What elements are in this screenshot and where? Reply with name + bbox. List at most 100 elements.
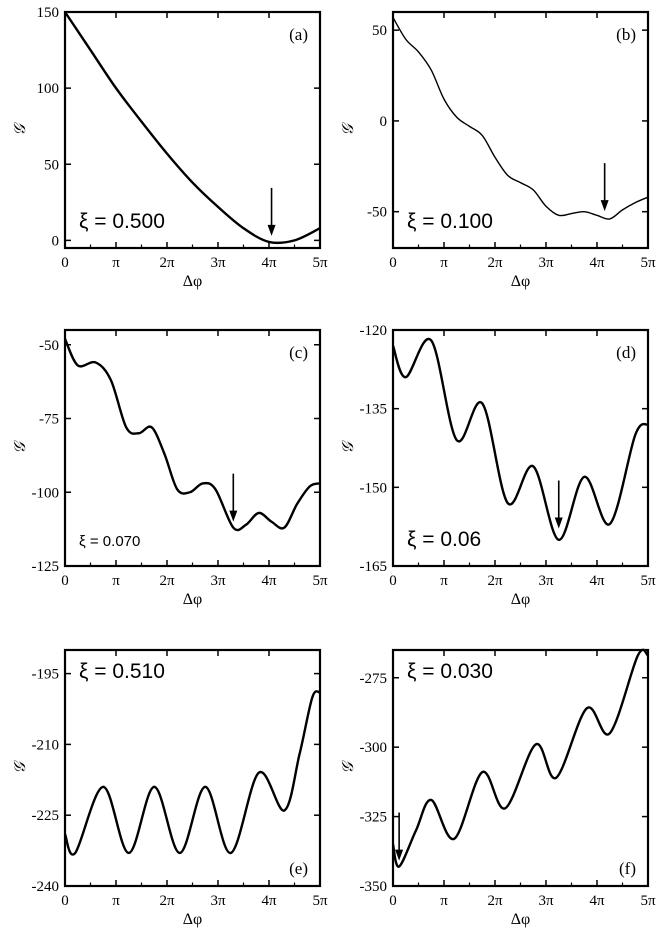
panel-c: 0 π 2π 3π 4π 5π -125 -100 -75 -50 Δφ 𝒢 (c) ξ = 0.070 [12, 328, 328, 608]
plot-frame [63, 648, 322, 888]
series-line [63, 338, 321, 532]
x-tick-label: 3π [210, 893, 226, 909]
y-tick-label: 150 [37, 5, 60, 21]
x-tick-label: 3π [210, 255, 226, 271]
x-tick-label: 0 [61, 255, 69, 271]
y-tick-label: -325 [360, 810, 388, 826]
y-axis-title: 𝒢 [340, 760, 357, 774]
y-axis-title: 𝒢 [340, 440, 357, 454]
y-axis-title: 𝒢 [340, 122, 357, 136]
y-tick-label: -300 [360, 740, 388, 756]
x-tick-label: 4π [261, 573, 277, 589]
panel-label: (f) [619, 859, 636, 878]
panel-label: (b) [616, 25, 636, 44]
xi-value-label: ξ = 0.510 [79, 660, 165, 683]
y-tick-label: -195 [32, 667, 60, 683]
series-line [392, 17, 649, 220]
x-tick-label: 2π [487, 573, 503, 589]
y-tick-label: -50 [39, 338, 59, 354]
y-axis-title: 𝒢 [12, 122, 29, 136]
x-tick-label: 4π [589, 573, 605, 589]
y-tick-label: -275 [360, 671, 388, 687]
x-tick-label: 5π [640, 573, 656, 589]
xi-value-label: ξ = 0.100 [407, 210, 493, 233]
x-tick-label: 0 [389, 573, 397, 589]
panel-label: (d) [616, 343, 636, 362]
x-tick-label: 4π [261, 255, 277, 271]
x-tick-label: 2π [159, 893, 175, 909]
x-tick-label: 5π [640, 893, 656, 909]
panel-label: (a) [289, 25, 308, 44]
y-tick-label: -75 [39, 412, 59, 428]
x-tick-label: 4π [589, 255, 605, 271]
x-axis-title: Δφ [511, 591, 531, 608]
x-tick-label: 0 [61, 573, 69, 589]
x-tick-label: π [112, 255, 120, 271]
x-tick-label: 2π [159, 573, 175, 589]
panel-d: 0 π 2π 3π 4π 5π -165 -150 -135 -120 Δφ 𝒢 (d) ξ = 0.06 [340, 323, 656, 608]
y-tick-label: -50 [367, 205, 387, 221]
x-tick-label: π [440, 573, 448, 589]
panel-a: 0 π 2π 3π 4π 5π 0 50 100 150 Δφ 𝒢 (a) ξ = 0.500 [12, 5, 328, 290]
minimum-arrow-head [267, 224, 276, 236]
y-tick-label: -210 [32, 737, 60, 753]
panel-label: (e) [289, 859, 308, 878]
x-axis-title: Δφ [511, 911, 531, 928]
x-tick-label: 3π [210, 573, 226, 589]
y-tick-label: -350 [360, 879, 388, 895]
x-tick-label: π [440, 893, 448, 909]
series-line [391, 648, 650, 868]
y-tick-label: -150 [360, 480, 388, 496]
xi-value-label: ξ = 0.070 [79, 533, 140, 550]
x-tick-label: 0 [389, 255, 397, 271]
panel-label: (c) [289, 343, 308, 362]
x-tick-label: 0 [61, 893, 69, 909]
x-axis-title: Δφ [183, 591, 203, 608]
y-tick-label: -125 [32, 559, 60, 575]
y-tick-label: -240 [32, 879, 60, 895]
y-tick-label: -120 [360, 323, 388, 339]
x-tick-label: 4π [261, 893, 277, 909]
plot-frame [63, 328, 322, 568]
series-line [64, 11, 321, 245]
y-tick-label: 0 [52, 233, 60, 249]
minimum-arrow-head [554, 517, 563, 529]
minimum-arrow-head [395, 849, 404, 861]
x-tick-label: 2π [487, 255, 503, 271]
y-tick-label: 100 [37, 81, 60, 97]
x-tick-label: 2π [159, 255, 175, 271]
y-axis-title: 𝒢 [12, 760, 29, 774]
y-tick-label: 50 [372, 23, 387, 39]
x-axis-title: Δφ [183, 273, 203, 290]
y-tick-label: -100 [32, 485, 60, 501]
x-tick-label: 2π [487, 893, 503, 909]
panel-f: 0 π 2π 3π 4π 5π -350 -325 -300 -275 Δφ 𝒢 (f) ξ = 0.03… [340, 648, 656, 928]
y-tick-label: 0 [380, 114, 388, 130]
x-tick-label: 5π [640, 255, 656, 271]
x-tick-label: 3π [538, 893, 554, 909]
x-tick-label: 4π [589, 893, 605, 909]
x-tick-label: 3π [538, 573, 554, 589]
y-tick-label: 50 [44, 157, 59, 173]
x-axis-title: Δφ [511, 273, 531, 290]
x-tick-label: 5π [312, 573, 328, 589]
y-tick-label: -135 [360, 402, 388, 418]
y-tick-label: -165 [360, 559, 388, 575]
x-tick-label: 0 [389, 893, 397, 909]
x-tick-label: π [440, 255, 448, 271]
minimum-arrow-head [600, 200, 609, 212]
xi-value-label: ξ = 0.06 [407, 528, 481, 551]
x-tick-label: π [112, 893, 120, 909]
y-axis-title: 𝒢 [12, 440, 29, 454]
y-tick-label: -225 [32, 808, 60, 824]
x-axis-title: Δφ [183, 911, 203, 928]
x-tick-label: 3π [538, 255, 554, 271]
xi-value-label: ξ = 0.500 [79, 210, 165, 233]
x-tick-label: π [112, 573, 120, 589]
panel-b: 0 π 2π 3π 4π 5π -50 0 50 Δφ 𝒢 (b) ξ = 0.100 [340, 10, 656, 290]
plot-frame [391, 648, 650, 888]
panel-e: 0 π 2π 3π 4π 5π -240 -225 -210 -195 Δφ 𝒢 (e) ξ = 0.51… [12, 648, 328, 928]
x-tick-label: 5π [312, 893, 328, 909]
series-line [391, 337, 649, 541]
